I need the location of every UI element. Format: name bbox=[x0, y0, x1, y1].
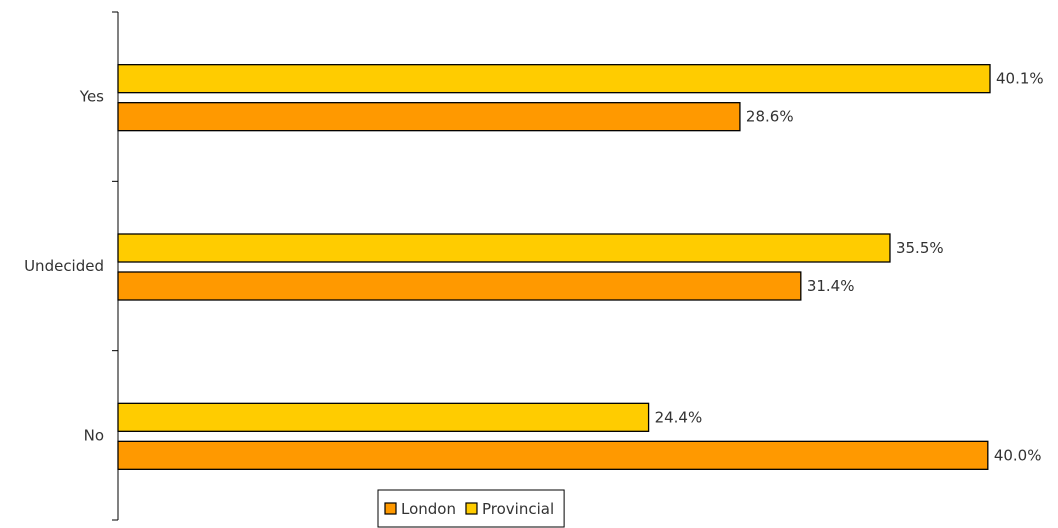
bars bbox=[117, 64, 991, 470]
bar-provincial bbox=[117, 233, 891, 263]
labels: Yes 40.1% 28.6% Undecided 35.5% 31.4% No 24.4% 4… bbox=[24, 70, 1044, 465]
legend-label-london: London bbox=[401, 500, 456, 518]
y-axis bbox=[112, 11, 119, 521]
data-label: 40.0% bbox=[994, 446, 1042, 464]
y-tick-label: No bbox=[84, 426, 104, 444]
bar-provincial bbox=[117, 402, 650, 432]
legend-label-provincial: Provincial bbox=[482, 500, 554, 518]
data-label: 24.4% bbox=[655, 408, 703, 426]
legend: London Provincial bbox=[377, 489, 565, 528]
legend-swatch-london bbox=[384, 502, 397, 515]
bar-provincial bbox=[117, 64, 991, 94]
bar-london bbox=[117, 440, 989, 470]
data-label: 28.6% bbox=[746, 108, 794, 126]
data-label: 35.5% bbox=[896, 239, 944, 257]
y-tick-label: Undecided bbox=[24, 257, 104, 275]
bar-london bbox=[117, 102, 741, 132]
data-label: 31.4% bbox=[807, 277, 855, 295]
bar-london bbox=[117, 271, 802, 301]
data-label: 40.1% bbox=[996, 70, 1044, 88]
y-tick-label: Yes bbox=[79, 88, 104, 106]
legend-swatch-provincial bbox=[465, 502, 478, 515]
